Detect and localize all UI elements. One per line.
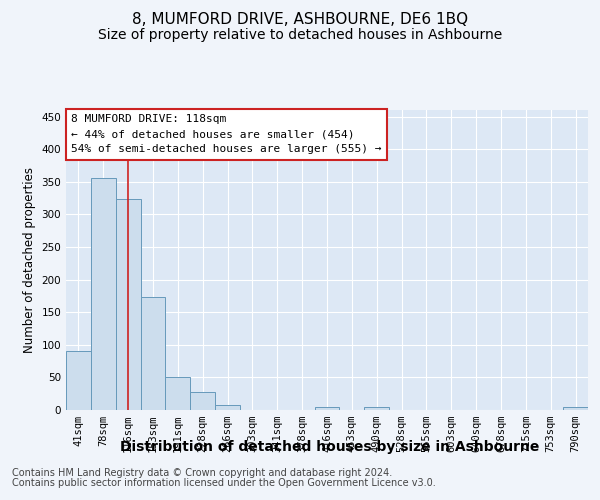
Bar — [116, 200, 140, 410]
Text: Distribution of detached houses by size in Ashbourne: Distribution of detached houses by size … — [121, 440, 539, 454]
Y-axis label: Number of detached properties: Number of detached properties — [23, 167, 36, 353]
Text: Contains public sector information licensed under the Open Government Licence v3: Contains public sector information licen… — [12, 478, 436, 488]
Bar — [140, 297, 166, 410]
Text: 8, MUMFORD DRIVE, ASHBOURNE, DE6 1BQ: 8, MUMFORD DRIVE, ASHBOURNE, DE6 1BQ — [132, 12, 468, 28]
Text: Size of property relative to detached houses in Ashbourne: Size of property relative to detached ho… — [98, 28, 502, 42]
Bar — [91, 178, 116, 410]
Bar — [563, 406, 588, 410]
Bar — [166, 376, 190, 410]
Bar — [314, 406, 340, 410]
Text: 8 MUMFORD DRIVE: 118sqm
← 44% of detached houses are smaller (454)
54% of semi-d: 8 MUMFORD DRIVE: 118sqm ← 44% of detache… — [71, 114, 382, 154]
Bar — [364, 408, 389, 410]
Bar — [66, 352, 91, 410]
Bar — [190, 392, 215, 410]
Bar — [215, 405, 240, 410]
Text: Contains HM Land Registry data © Crown copyright and database right 2024.: Contains HM Land Registry data © Crown c… — [12, 468, 392, 477]
